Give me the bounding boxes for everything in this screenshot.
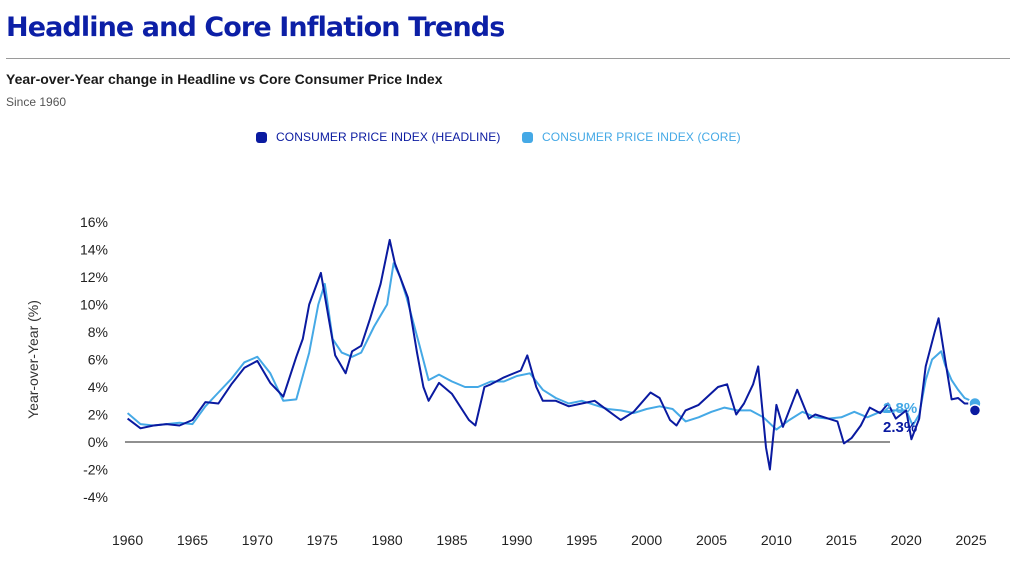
x-tick-label: 1965 — [177, 532, 208, 548]
x-tick-label: 1980 — [372, 532, 403, 548]
y-tick-label: -2% — [83, 462, 108, 478]
x-tick-label: 1985 — [436, 532, 467, 548]
end-point-headline[interactable] — [968, 404, 982, 417]
end-label-headline: 2.3% — [883, 419, 917, 436]
series-line-core[interactable] — [126, 262, 976, 431]
x-tick-label: 1975 — [307, 532, 338, 548]
end-label-core: 2.8% — [883, 400, 917, 417]
x-tick-label: 2015 — [826, 532, 857, 548]
x-tick-label: 2005 — [696, 532, 727, 548]
y-axis-label: Year-over-Year (%) — [25, 300, 41, 419]
y-tick-label: -4% — [83, 489, 108, 505]
y-tick-label: 0% — [88, 434, 108, 450]
legend-swatch-core — [522, 131, 533, 143]
legend-item-headline[interactable]: CONSUMER PRICE INDEX (HEADLINE) — [256, 130, 500, 144]
y-tick-label: 2% — [88, 407, 108, 423]
series-line-headline[interactable] — [126, 238, 976, 471]
x-tick-label: 2000 — [631, 532, 662, 548]
x-tick-label: 2020 — [891, 532, 922, 548]
y-tick-label: 12% — [80, 269, 108, 285]
x-tick-label: 1995 — [566, 532, 597, 548]
x-tick-label: 1990 — [501, 532, 532, 548]
y-tick-label: 10% — [80, 297, 108, 313]
x-tick-label: 2025 — [955, 532, 986, 548]
y-axis-ticks: -4% -2% 0% 2% 4% 6% 8% 10% 12% 14% 16% — [80, 214, 108, 505]
y-tick-label: 6% — [88, 352, 108, 368]
chart-subtitle: Year-over-Year change in Headline vs Cor… — [6, 71, 443, 87]
legend-label-core: CONSUMER PRICE INDEX (CORE) — [542, 130, 741, 144]
page-title: Headline and Core Inflation Trends — [6, 12, 505, 43]
legend-swatch-headline — [256, 131, 267, 143]
y-tick-label: 16% — [80, 214, 108, 230]
x-tick-label: 1960 — [112, 532, 143, 548]
y-tick-label: 14% — [80, 242, 108, 258]
x-tick-label: 1970 — [242, 532, 273, 548]
x-axis-ticks: 1960 1965 1970 1975 1980 1985 1990 1995 2000 2005… — [112, 532, 987, 548]
title-divider — [6, 58, 1010, 59]
chart-legend: CONSUMER PRICE INDEX (HEADLINE) CONSUMER… — [0, 130, 1024, 150]
legend-label-headline: CONSUMER PRICE INDEX (HEADLINE) — [276, 130, 501, 144]
y-tick-label: 8% — [88, 324, 108, 340]
legend-item-core[interactable]: CONSUMER PRICE INDEX (CORE) — [522, 130, 741, 144]
y-tick-label: 4% — [88, 379, 108, 395]
x-tick-label: 2010 — [761, 532, 792, 548]
chart-timeframe: Since 1960 — [6, 95, 67, 109]
